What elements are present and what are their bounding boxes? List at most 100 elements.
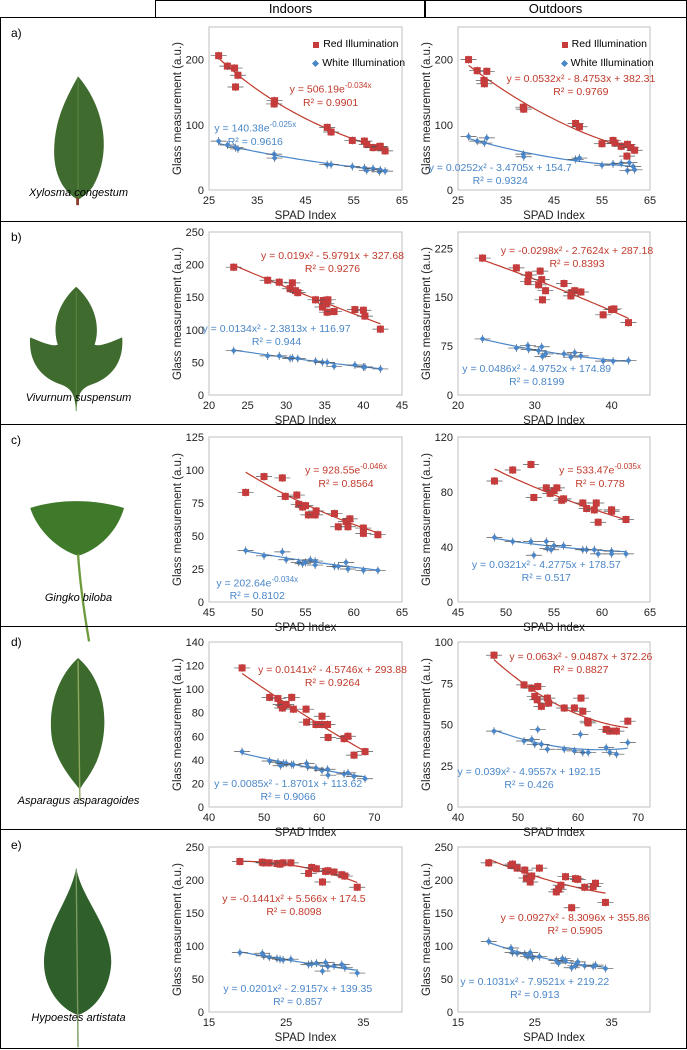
blue-diamond-marker-icon — [312, 60, 320, 68]
x-tick-label: 65 — [644, 607, 656, 619]
data-point-white — [624, 167, 631, 174]
data-point-white — [271, 155, 278, 162]
x-tick-label: 45 — [203, 607, 215, 619]
y-axis-label: Glass measurement (a.u.) — [421, 42, 433, 175]
data-point-red — [242, 488, 250, 496]
trendline — [482, 259, 629, 319]
equation-exponent: -0.025x — [269, 120, 297, 130]
x-tick-label: 40 — [203, 812, 215, 824]
x-tick-label: 50 — [500, 607, 512, 619]
data-point-red — [231, 64, 239, 72]
data-point-white — [259, 950, 266, 957]
x-tick-label: 55 — [548, 607, 560, 619]
y-axis-label: Glass measurement (a.u.) — [421, 863, 433, 996]
scatter-plot: 0 50 100 150 200 250 15 25 35 SPAD Index Glass mea… — [172, 842, 403, 1044]
equation-text: y = 202.64e-0.034x — [216, 573, 298, 591]
data-point-white — [305, 961, 312, 968]
chart-a-indoors: 0 100 200 25 35 45 55 65 SPAD Index Glass measure… — [169, 19, 408, 222]
data-point-red — [546, 489, 554, 497]
data-point-red — [560, 280, 568, 288]
equation-base: y = 506.19e — [289, 83, 345, 96]
y-tick-label: 150 — [435, 292, 453, 304]
data-point-red — [311, 511, 319, 519]
panel-label: a) — [11, 26, 22, 40]
x-tick-label: 25 — [452, 195, 464, 207]
legend: Red Illumination White Illumination — [312, 38, 405, 76]
data-point-red — [361, 748, 369, 756]
data-point-red — [577, 694, 585, 702]
y-tick-label: 75 — [441, 678, 453, 690]
y-axis-label: Glass measurement (a.u.) — [172, 247, 184, 380]
data-point-white — [509, 949, 516, 956]
data-point-red — [534, 683, 542, 691]
scatter-plot: 0 25 50 75 100 125 45 50 55 60 65 SPAD Index Glass m… — [172, 432, 408, 634]
y-tick-label: 50 — [192, 974, 204, 986]
data-point-red — [599, 311, 607, 319]
x-tick-label: 60 — [313, 812, 325, 824]
equation-base: y = -0.0298x² - 2.7624x + 287.18 — [500, 245, 654, 258]
data-point-white — [613, 751, 620, 758]
data-point-red — [536, 267, 544, 275]
data-point-white — [610, 160, 617, 167]
data-point-red — [348, 136, 356, 144]
data-point-red — [312, 865, 320, 873]
scatter-plot: 0 75 150 225 20 30 40 SPAD Index Glass measureme… — [421, 231, 651, 427]
data-point-white — [322, 959, 329, 966]
y-tick-label: 100 — [186, 120, 204, 132]
data-point-red — [490, 477, 498, 485]
chart-a-outdoors: 0 100 200 25 35 45 55 65 SPAD Index Glass measure… — [418, 19, 656, 222]
data-point-white — [585, 749, 592, 756]
x-axis-label: SPAD Index — [523, 827, 585, 839]
data-point-red — [318, 303, 326, 311]
data-point-red — [324, 867, 332, 875]
trendline-equation: y = 928.55e-0.046x R² = 0.8564 — [305, 460, 387, 491]
r-squared: R² = 0.9769 — [553, 85, 609, 98]
trendline-equation: y = 0.0085x² - 1.8701x + 113.62 R² = 0.90… — [214, 778, 362, 804]
data-point-white — [360, 567, 367, 574]
y-tick-label: 150 — [186, 292, 204, 304]
panel-e: e) Hypoestes artistata — [0, 829, 687, 1049]
equation-exponent: -0.034x — [344, 81, 372, 91]
data-point-red — [381, 147, 389, 155]
data-point-white — [362, 775, 369, 782]
data-point-red — [509, 466, 517, 474]
equation-base: y = 0.019x² - 5.9791x + 327.68 — [261, 250, 405, 263]
data-point-red — [232, 83, 240, 91]
equation-text: y = 0.0141x² - 4.5746x + 293.88 — [258, 664, 407, 677]
data-point-red — [288, 693, 296, 701]
trendline-equation: y = 202.64e-0.034x R² = 0.8102 — [216, 573, 298, 604]
data-point-red — [318, 712, 326, 720]
data-point-white — [602, 965, 609, 972]
data-point-red — [302, 502, 309, 510]
plot-frame — [208, 26, 403, 191]
data-point-white — [524, 342, 531, 349]
data-point-red — [543, 694, 551, 702]
data-point-white — [509, 538, 516, 545]
species-name: Asparagus asparagoides — [17, 795, 140, 807]
data-point-red — [490, 651, 498, 659]
data-point-red — [598, 140, 606, 148]
equation-text: y = 0.0486x² - 4.9752x + 174.89 — [462, 363, 611, 376]
y-tick-label: 60 — [192, 731, 204, 743]
data-point-white — [319, 968, 326, 975]
data-point-red — [612, 727, 620, 735]
data-point-white — [536, 953, 543, 960]
data-point-white — [527, 949, 534, 956]
data-point-white — [335, 563, 342, 570]
data-point-white — [548, 546, 555, 553]
data-point-red — [594, 518, 602, 526]
data-point-red — [555, 885, 563, 893]
x-tick-label: 35 — [319, 400, 331, 412]
data-point-red — [271, 97, 279, 105]
data-point-red — [322, 300, 330, 308]
data-point-red — [369, 144, 377, 152]
y-tick-label: 0 — [447, 597, 453, 609]
data-point-white — [299, 560, 306, 567]
data-point-red — [520, 681, 528, 689]
trendline-equation: y = 0.0321x² - 4.2775x + 178.57 R² = 0.51… — [472, 559, 621, 585]
y-tick-label: 100 — [186, 465, 204, 477]
data-point-white — [224, 142, 231, 149]
x-tick-label: 50 — [512, 812, 524, 824]
data-point-red — [324, 733, 332, 741]
data-point-red — [535, 281, 543, 289]
